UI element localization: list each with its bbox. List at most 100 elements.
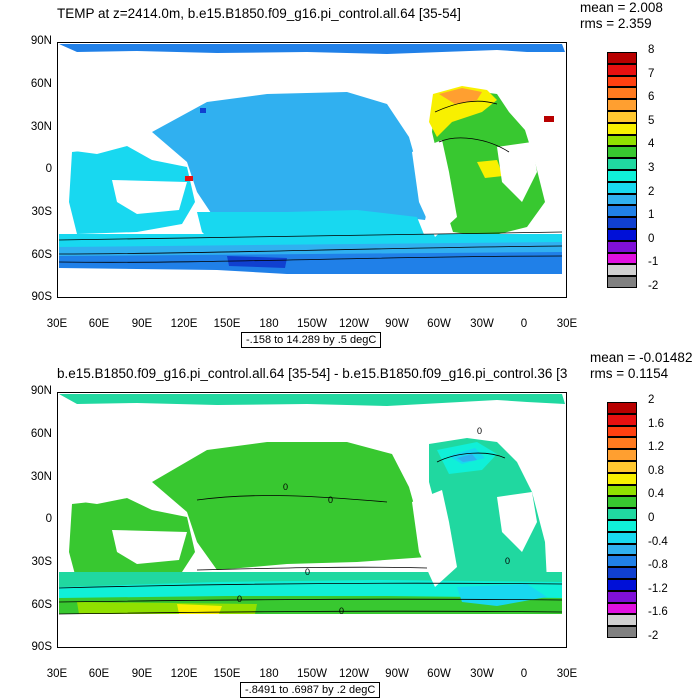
colorbar-swatch <box>607 217 637 229</box>
colorbar-swatch <box>607 413 637 426</box>
colorbar-label: -1.6 <box>648 606 668 619</box>
panel2-lat-30s: 30S <box>31 556 52 568</box>
colorbar-swatch <box>607 276 637 288</box>
panel1-lon: 0 <box>520 318 528 330</box>
colorbar-swatch <box>607 75 637 88</box>
colorbar-swatch <box>607 543 637 556</box>
panel1-lat-60s: 60S <box>31 249 52 261</box>
panel2-mean: mean = -0.01482 <box>590 350 693 365</box>
colorbar-swatch <box>607 496 637 509</box>
panel2-lat-0: 0 <box>45 513 52 525</box>
panel1-rms: rms = 2.359 <box>580 16 652 31</box>
panel1-lon: 30E <box>46 318 68 330</box>
colorbar-swatch <box>607 461 637 473</box>
colorbar-swatch <box>607 264 637 277</box>
contour-label: 0 <box>237 594 242 604</box>
colorbar-swatch <box>607 602 637 615</box>
colorbar-swatch <box>607 484 637 497</box>
colorbar-swatch <box>607 425 637 438</box>
contour-label: 0 <box>328 495 333 505</box>
colorbar-label: 0 <box>648 232 655 245</box>
colorbar-swatch <box>607 508 637 520</box>
colorbar-label: 4 <box>648 138 655 151</box>
panel2-lat-90s: 90S <box>31 641 52 653</box>
colorbar-label: -2 <box>648 280 659 292</box>
colorbar-swatch <box>607 205 637 218</box>
colorbar-swatch <box>607 122 637 135</box>
colorbar-label: 0.8 <box>648 464 664 477</box>
panel2-lat-90n: 90N <box>30 385 52 397</box>
colorbar-swatch <box>607 567 637 579</box>
colorbar-label: 8 <box>648 44 655 56</box>
panel2-lon: 120E <box>170 668 198 680</box>
panel1-lon: 120W <box>338 318 370 330</box>
panel1-lon: 150E <box>213 318 241 330</box>
colorbar-label: -1.2 <box>648 582 668 595</box>
colorbar-swatch <box>607 63 637 76</box>
colorbar-swatch <box>607 181 637 194</box>
contour-label: 0 <box>477 426 482 436</box>
panel1-colorbar <box>607 52 637 288</box>
colorbar-swatch <box>607 134 637 147</box>
colorbar-swatch <box>607 555 637 568</box>
colorbar-swatch <box>607 99 637 111</box>
contour-label: 0 <box>305 567 310 577</box>
colorbar-swatch <box>607 614 637 627</box>
panel1-lon: 120E <box>170 318 198 330</box>
panel2-lon: 60W <box>427 668 451 680</box>
panel1-pacific <box>152 92 432 222</box>
panel2-lon: 90W <box>385 668 409 680</box>
colorbar-label: -0.8 <box>648 559 668 572</box>
colorbar-swatch <box>607 193 637 206</box>
colorbar-swatch <box>607 52 637 64</box>
colorbar-swatch <box>607 146 637 159</box>
panel2-map: 0 0 0 0 0 0 0 <box>57 392 567 648</box>
panel1-lon: 180 <box>259 318 279 330</box>
panel2-colorbar <box>607 402 637 638</box>
panel1-lon: 90W <box>385 318 409 330</box>
panel2-lon: 150W <box>296 668 328 680</box>
colorbar-swatch <box>607 531 637 544</box>
colorbar-swatch <box>607 472 637 485</box>
colorbar-swatch <box>607 111 637 123</box>
panel2-lon: 180 <box>259 668 279 680</box>
contour-label: 0 <box>283 482 288 492</box>
panel2-title: b.e15.B1850.f09_g16.pi_control.all.64 [3… <box>57 366 567 381</box>
panel2-lon: 0 <box>520 668 528 680</box>
colorbar-label: 2 <box>648 394 655 406</box>
panel1-lon: 60E <box>88 318 110 330</box>
panel1-lat-60n: 60N <box>30 78 52 90</box>
panel2-range-label: -.8491 to .6987 by .2 degC <box>240 682 381 698</box>
panel2-lon: 30E <box>46 668 68 680</box>
colorbar-label: 1 <box>648 209 655 222</box>
contour-label: 0 <box>505 556 510 566</box>
colorbar-swatch <box>607 579 637 591</box>
panel1-lon: 30E <box>556 318 578 330</box>
colorbar-label: 1.2 <box>648 441 664 454</box>
panel2-lat-60n: 60N <box>30 428 52 440</box>
colorbar-swatch <box>607 252 637 265</box>
panel1-lon: 60W <box>427 318 451 330</box>
colorbar-label: -1 <box>648 256 659 269</box>
panel1-lat-30s: 30S <box>31 206 52 218</box>
panel2-pacific <box>152 442 427 570</box>
colorbar-label: 2 <box>648 185 655 198</box>
panel1-lat-0: 0 <box>45 163 52 175</box>
panel2-lon: 150E <box>213 668 241 680</box>
panel2-rms: rms = 0.1154 <box>590 366 669 381</box>
panel2-atlantic <box>429 438 547 588</box>
panel1-colorbar-labels: 8 7 6 5 4 3 2 1 0 -1 -2 <box>648 44 688 294</box>
panel1-lon: 90E <box>131 318 153 330</box>
panel1-mean: mean = 2.008 <box>580 0 663 15</box>
colorbar-swatch <box>607 626 637 638</box>
colorbar-label: 0.4 <box>648 488 664 501</box>
panel2-lon: 120W <box>338 668 370 680</box>
colorbar-swatch <box>607 240 637 253</box>
colorbar-label: -0.4 <box>648 535 668 548</box>
panel1-lat-30n: 30N <box>30 121 52 133</box>
panel2-lat-30n: 30N <box>30 471 52 483</box>
colorbar-label: 0 <box>648 512 655 524</box>
colorbar-swatch <box>607 437 637 450</box>
panel1-lon-axis: 30E 60E 90E 120E 150E 180 150W 120W 90W … <box>35 318 595 334</box>
panel2-lon-axis: 30E 60E 90E 120E 150E 180 150W 120W 90W … <box>35 668 595 684</box>
